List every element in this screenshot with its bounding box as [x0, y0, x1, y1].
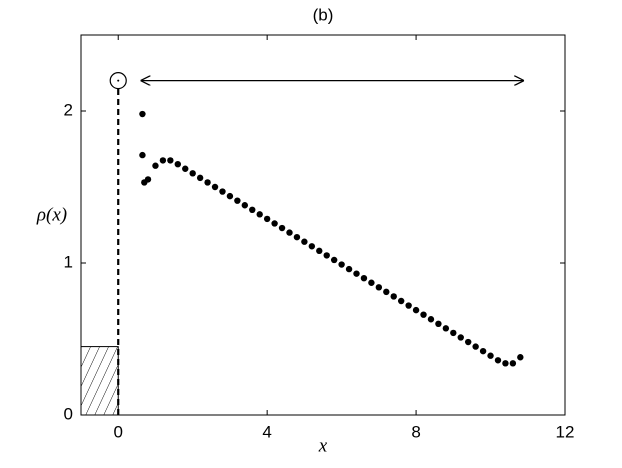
- point: [308, 243, 316, 250]
- hatched-block: [80, 346, 119, 416]
- point: [263, 215, 271, 223]
- point: [241, 202, 249, 209]
- point: [517, 354, 524, 361]
- point: [316, 247, 323, 255]
- point: [397, 297, 405, 305]
- point: [174, 161, 181, 168]
- x-tick-label: 8: [411, 422, 420, 441]
- y-tick-label: 1: [64, 252, 73, 271]
- x-tick-label: 0: [113, 422, 122, 441]
- point: [412, 306, 420, 314]
- point: [390, 293, 397, 300]
- point: [405, 302, 412, 309]
- point: [375, 284, 383, 291]
- point: [182, 165, 189, 172]
- point: [271, 220, 278, 227]
- point: [360, 275, 368, 282]
- point: [189, 170, 196, 177]
- point: [450, 329, 457, 337]
- point: [152, 162, 159, 169]
- point: [472, 343, 479, 350]
- point: [442, 325, 450, 332]
- x-axis-label: x: [318, 435, 328, 456]
- point: [465, 338, 472, 346]
- point: [196, 174, 204, 182]
- point: [338, 261, 345, 268]
- y-tick-label: 0: [64, 404, 73, 423]
- point: [159, 157, 167, 164]
- point: [427, 316, 435, 323]
- point: [420, 311, 427, 318]
- point: [502, 360, 509, 367]
- point: [293, 233, 301, 241]
- y-tick-label: 2: [64, 100, 73, 119]
- point: [509, 360, 517, 367]
- point: [226, 192, 234, 200]
- point: [479, 347, 487, 355]
- point: [368, 279, 375, 286]
- point-mass-center: [117, 79, 120, 82]
- axes-box: [80, 34, 566, 416]
- point: [345, 265, 353, 273]
- y-axis-label: ρ(x): [36, 204, 67, 225]
- point: [139, 151, 146, 159]
- point: [256, 211, 263, 218]
- point: [353, 270, 360, 277]
- point: [144, 176, 152, 183]
- point: [383, 288, 390, 296]
- point: [139, 110, 146, 118]
- x-tick-label: 4: [262, 422, 271, 441]
- point: [204, 179, 211, 186]
- point: [330, 256, 338, 264]
- point: [435, 320, 442, 327]
- point: [278, 224, 286, 232]
- point: [457, 334, 464, 341]
- point: [249, 206, 256, 213]
- point: [211, 183, 219, 191]
- point: [234, 197, 241, 204]
- point: [494, 357, 502, 364]
- point: [323, 252, 330, 259]
- point: [219, 188, 226, 195]
- point: [487, 352, 494, 359]
- point: [301, 238, 308, 245]
- point: [286, 229, 293, 236]
- x-tick-label: 12: [556, 422, 575, 441]
- point: [167, 157, 174, 164]
- chart-title: (b): [313, 5, 334, 24]
